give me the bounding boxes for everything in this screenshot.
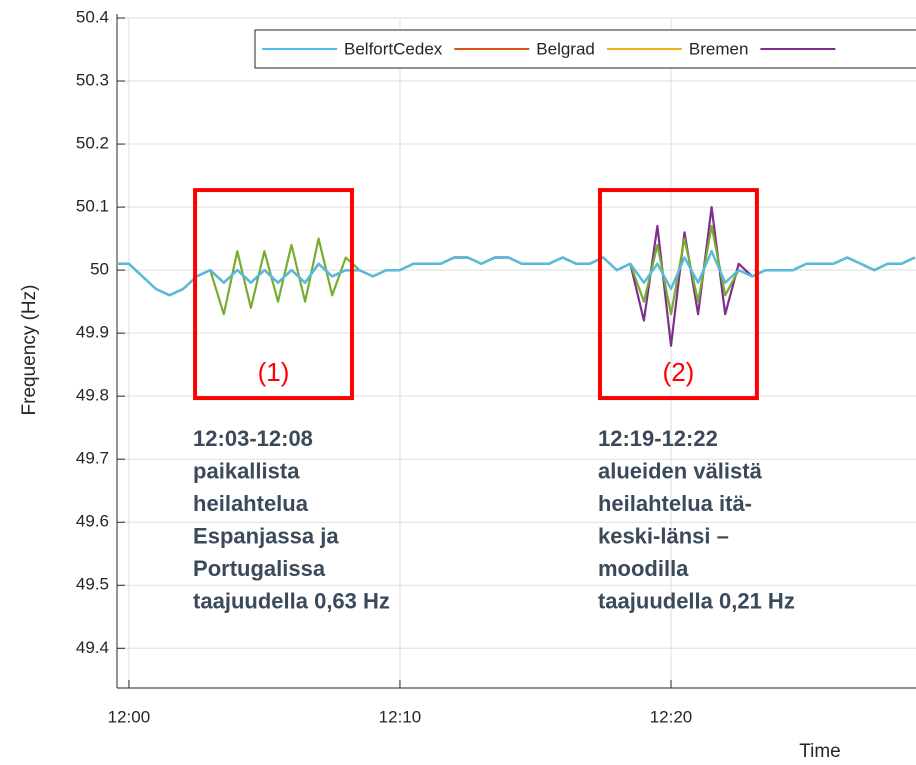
highlight-box bbox=[597, 188, 759, 401]
box-label: (1) bbox=[258, 357, 290, 387]
annotation-text: 12:19-12:22 bbox=[598, 426, 718, 451]
y-tick-label: 50 bbox=[90, 260, 109, 279]
y-tick-label: 50.3 bbox=[76, 71, 109, 90]
legend-label: Bremen bbox=[689, 39, 749, 58]
annotation-text: taajuudella 0,63 Hz bbox=[193, 588, 390, 613]
annotation-text: alueiden välistä bbox=[598, 458, 763, 483]
y-tick-label: 50.2 bbox=[76, 134, 109, 153]
annotation-text: taajuudella 0,21 Hz bbox=[598, 588, 795, 613]
series-line bbox=[117, 250, 916, 297]
annotation-text: heilahtelua itä- bbox=[598, 491, 752, 516]
x-tick-label: 12:10 bbox=[379, 707, 422, 726]
annotation-text: paikallista bbox=[193, 458, 300, 483]
annotation-text: Portugalissa bbox=[193, 556, 326, 581]
legend: BelfortCedex Belgrad Bremen bbox=[254, 29, 916, 69]
annotation-text: moodilla bbox=[598, 556, 689, 581]
annotation-text: heilahtelua bbox=[193, 491, 309, 516]
highlight-box bbox=[193, 188, 354, 401]
annotation-text: keski-länsi – bbox=[598, 523, 729, 548]
legend-label: Belgrad bbox=[536, 39, 595, 58]
y-tick-label: 49.7 bbox=[76, 449, 109, 468]
y-tick-label: 49.8 bbox=[76, 386, 109, 405]
legend-label: BelfortCedex bbox=[344, 39, 443, 58]
y-tick-label: 49.5 bbox=[76, 575, 109, 594]
x-tick-label: 12:20 bbox=[650, 707, 693, 726]
series-line bbox=[117, 206, 916, 347]
y-tick-label: 49.9 bbox=[76, 323, 109, 342]
plot-area bbox=[117, 206, 916, 347]
y-tick-label: 49.4 bbox=[76, 638, 109, 657]
y-axis-label: Frequency (Hz) bbox=[19, 285, 40, 416]
box-label: (2) bbox=[663, 357, 695, 387]
annotation-text: Espanjassa ja bbox=[193, 523, 339, 548]
y-tick-label: 50.1 bbox=[76, 197, 109, 216]
x-axis-label: Time bbox=[799, 741, 841, 762]
y-tick-label: 49.6 bbox=[76, 512, 109, 531]
annotation-text: 12:03-12:08 bbox=[193, 426, 313, 451]
x-tick-label: 12:00 bbox=[108, 707, 151, 726]
y-tick-label: 50.4 bbox=[76, 7, 109, 26]
